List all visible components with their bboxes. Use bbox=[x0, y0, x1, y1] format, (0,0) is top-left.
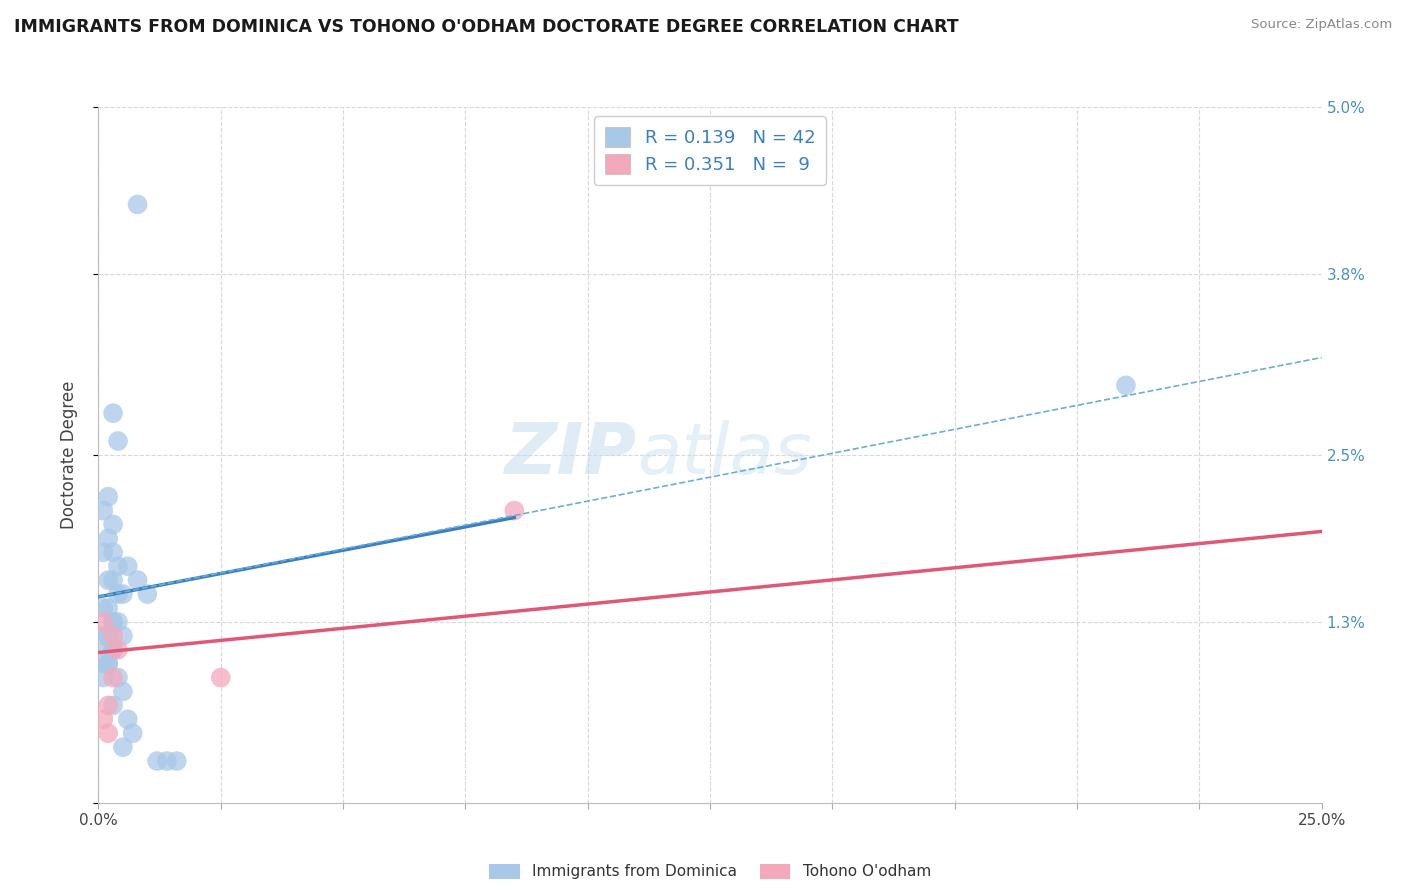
Point bbox=[97, 629, 120, 643]
Point bbox=[127, 573, 149, 587]
Point bbox=[111, 740, 134, 755]
Point bbox=[101, 671, 124, 685]
Point bbox=[117, 559, 139, 574]
Point bbox=[166, 754, 188, 768]
Text: IMMIGRANTS FROM DOMINICA VS TOHONO O'ODHAM DOCTORATE DEGREE CORRELATION CHART: IMMIGRANTS FROM DOMINICA VS TOHONO O'ODH… bbox=[14, 18, 959, 36]
Point bbox=[146, 754, 169, 768]
Point bbox=[111, 629, 134, 643]
Point bbox=[91, 545, 114, 559]
Point bbox=[101, 517, 124, 532]
Point bbox=[91, 629, 114, 643]
Point bbox=[101, 545, 124, 559]
Point bbox=[107, 671, 129, 685]
Point bbox=[101, 642, 124, 657]
Point bbox=[97, 601, 120, 615]
Point bbox=[209, 671, 232, 685]
Point bbox=[1115, 378, 1137, 392]
Point bbox=[91, 503, 114, 517]
Text: atlas: atlas bbox=[637, 420, 811, 490]
Point bbox=[97, 642, 120, 657]
Text: ZIP: ZIP bbox=[505, 420, 637, 490]
Point bbox=[101, 615, 124, 629]
Point bbox=[97, 726, 120, 740]
Point bbox=[127, 197, 149, 211]
Point bbox=[111, 587, 134, 601]
Point bbox=[97, 573, 120, 587]
Point bbox=[91, 671, 114, 685]
Point bbox=[107, 559, 129, 574]
Point bbox=[136, 587, 159, 601]
Point bbox=[97, 532, 120, 546]
Text: Source: ZipAtlas.com: Source: ZipAtlas.com bbox=[1251, 18, 1392, 31]
Point bbox=[101, 698, 124, 713]
Point bbox=[97, 657, 120, 671]
Point bbox=[107, 434, 129, 448]
Point bbox=[117, 712, 139, 726]
Point bbox=[101, 642, 124, 657]
Point bbox=[107, 642, 129, 657]
Point bbox=[107, 615, 129, 629]
Point bbox=[503, 503, 526, 517]
Legend: Immigrants from Dominica, Tohono O'odham: Immigrants from Dominica, Tohono O'odham bbox=[484, 857, 936, 886]
Point bbox=[91, 657, 114, 671]
Point bbox=[101, 406, 124, 420]
Point bbox=[91, 712, 114, 726]
Point bbox=[101, 629, 124, 643]
Point bbox=[121, 726, 143, 740]
Point bbox=[97, 698, 120, 713]
Y-axis label: Doctorate Degree: Doctorate Degree bbox=[59, 381, 77, 529]
Point bbox=[91, 601, 114, 615]
Point bbox=[101, 573, 124, 587]
Point bbox=[111, 684, 134, 698]
Point bbox=[97, 657, 120, 671]
Point bbox=[101, 615, 124, 629]
Point bbox=[107, 587, 129, 601]
Point bbox=[97, 490, 120, 504]
Point bbox=[156, 754, 179, 768]
Point bbox=[91, 615, 114, 629]
